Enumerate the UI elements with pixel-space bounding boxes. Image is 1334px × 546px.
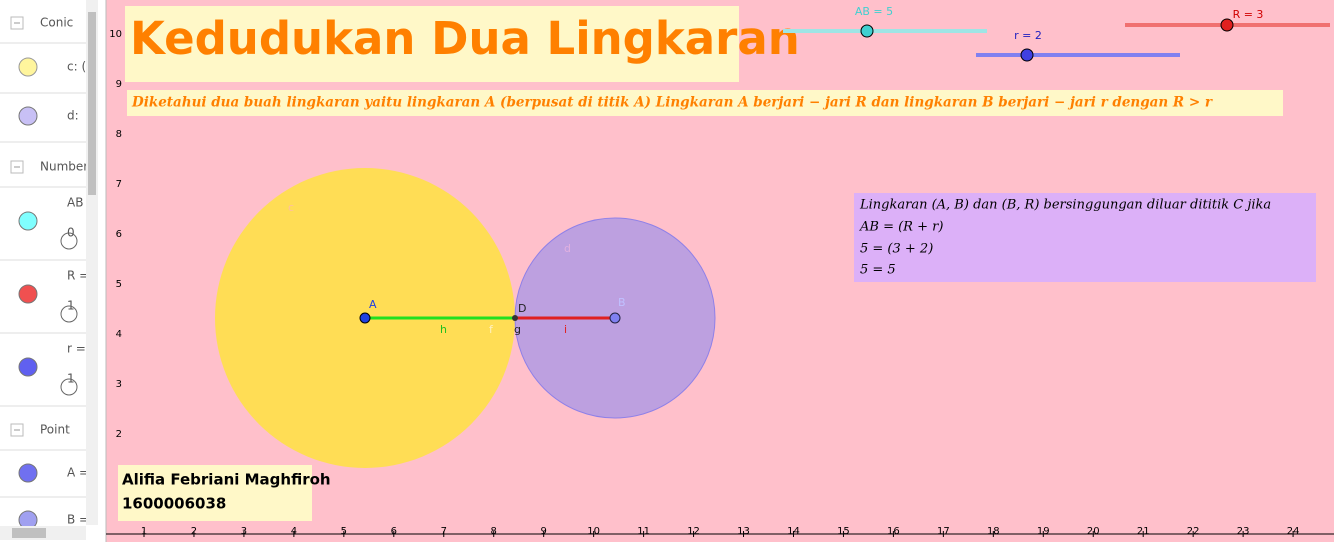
- item: 0: [67, 226, 75, 240]
- slider-knob[interactable]: [1020, 48, 1034, 62]
- label: D: [518, 302, 526, 315]
- item: 1: [67, 372, 75, 386]
- y-tick-label: 2: [116, 429, 122, 440]
- y-tick-label: 6: [116, 229, 122, 240]
- x-tick-label: 7: [441, 526, 447, 537]
- h-scroll-thumb[interactable]: [12, 528, 46, 538]
- slider-knob[interactable]: [860, 24, 874, 38]
- x-tick-label: 1: [141, 526, 147, 537]
- x-tick-label: 17: [937, 526, 950, 537]
- visibility-toggle[interactable]: [18, 57, 38, 77]
- note-line: AB = (R + r): [859, 220, 943, 235]
- point-d[interactable]: [512, 315, 518, 321]
- x-tick-label: 3: [241, 526, 247, 537]
- label: B: [618, 296, 626, 309]
- point-a[interactable]: [359, 312, 371, 324]
- label: f: [489, 323, 494, 336]
- x-tick-label: 14: [787, 526, 800, 537]
- item: R =: [67, 269, 89, 283]
- label: h: [440, 323, 447, 336]
- x-tick-label: 16: [887, 526, 900, 537]
- x-tick-label: 4: [291, 526, 297, 537]
- x-tick-label: 19: [1037, 526, 1050, 537]
- x-tick-label: 18: [987, 526, 1000, 537]
- group-title: Number: [40, 160, 88, 174]
- label: c: [288, 201, 294, 214]
- y-tick-label: 4: [116, 329, 122, 340]
- algebra-list: Conic c: ( d: Number AB 0 R = 1 r = 1 Po…: [0, 0, 98, 540]
- y-tick-label: 8: [116, 129, 122, 140]
- label: A: [369, 298, 377, 311]
- play-button[interactable]: [60, 378, 78, 396]
- visibility-toggle[interactable]: [18, 106, 38, 126]
- visibility-toggle[interactable]: [18, 357, 38, 377]
- item: r =: [67, 342, 86, 356]
- x-tick-label: 8: [491, 526, 497, 537]
- visibility-toggle[interactable]: [18, 211, 38, 231]
- description-box: [127, 90, 1283, 116]
- item: 1: [67, 299, 75, 313]
- item: A =: [67, 466, 89, 480]
- author-box: [118, 465, 312, 521]
- y-tick-label: 3: [116, 379, 122, 390]
- note-line: Lingkaran (A, B) dan (B, R) bersinggunga…: [859, 198, 1271, 213]
- x-tick-label: 20: [1087, 526, 1100, 537]
- slider-label: AB = 5: [855, 5, 893, 18]
- author-name: Alifia Febriani Maghfiroh: [122, 471, 331, 489]
- visibility-toggle[interactable]: [18, 463, 38, 483]
- x-tick-label: 6: [391, 526, 397, 537]
- slider-label: R = 3: [1233, 8, 1264, 21]
- author-id: 1600006038: [122, 495, 226, 513]
- play-button[interactable]: [60, 305, 78, 323]
- group-title: Point: [40, 423, 70, 437]
- scroll-thumb[interactable]: [88, 12, 96, 195]
- label: g: [514, 323, 521, 336]
- point-b[interactable]: [609, 312, 621, 324]
- x-tick-label: 12: [687, 526, 700, 537]
- note-line: 5 = 5: [860, 263, 896, 278]
- item: c: (: [67, 60, 86, 74]
- title: Kedudukan Dua Lingkaran: [130, 12, 800, 65]
- y-tick-label: 5: [116, 279, 122, 290]
- y-tick-label: 7: [116, 179, 122, 190]
- x-tick-label: 23: [1237, 526, 1250, 537]
- item: B =: [67, 513, 89, 527]
- visibility-toggle[interactable]: [18, 284, 38, 304]
- label: i: [564, 323, 567, 336]
- label: d: [564, 242, 571, 255]
- y-tick-label: 9: [116, 79, 122, 90]
- play-button[interactable]: [60, 232, 78, 250]
- slider-label: r = 2: [1014, 29, 1042, 42]
- x-tick-label: 10: [587, 526, 600, 537]
- x-tick-label: 9: [540, 526, 546, 537]
- x-tick-label: 21: [1137, 526, 1150, 537]
- x-tick-label: 15: [837, 526, 850, 537]
- x-tick-label: 2: [191, 526, 197, 537]
- x-tick-label: 13: [737, 526, 750, 537]
- item: AB: [67, 196, 83, 210]
- note-line: 5 = (3 + 2): [860, 242, 933, 257]
- description: Diketahui dua buah lingkaran yaitu lingk…: [131, 95, 1213, 111]
- x-tick-label: 22: [1187, 526, 1200, 537]
- y-tick-label: 10: [109, 29, 122, 40]
- x-tick-label: 11: [637, 526, 650, 537]
- x-tick-label: 24: [1287, 526, 1300, 537]
- note-box: [854, 193, 1316, 282]
- slider-knob[interactable]: [1220, 18, 1234, 32]
- x-tick-label: 5: [341, 526, 347, 537]
- item: d:: [67, 109, 79, 123]
- group-title: Conic: [40, 16, 73, 30]
- title-box: [125, 6, 739, 82]
